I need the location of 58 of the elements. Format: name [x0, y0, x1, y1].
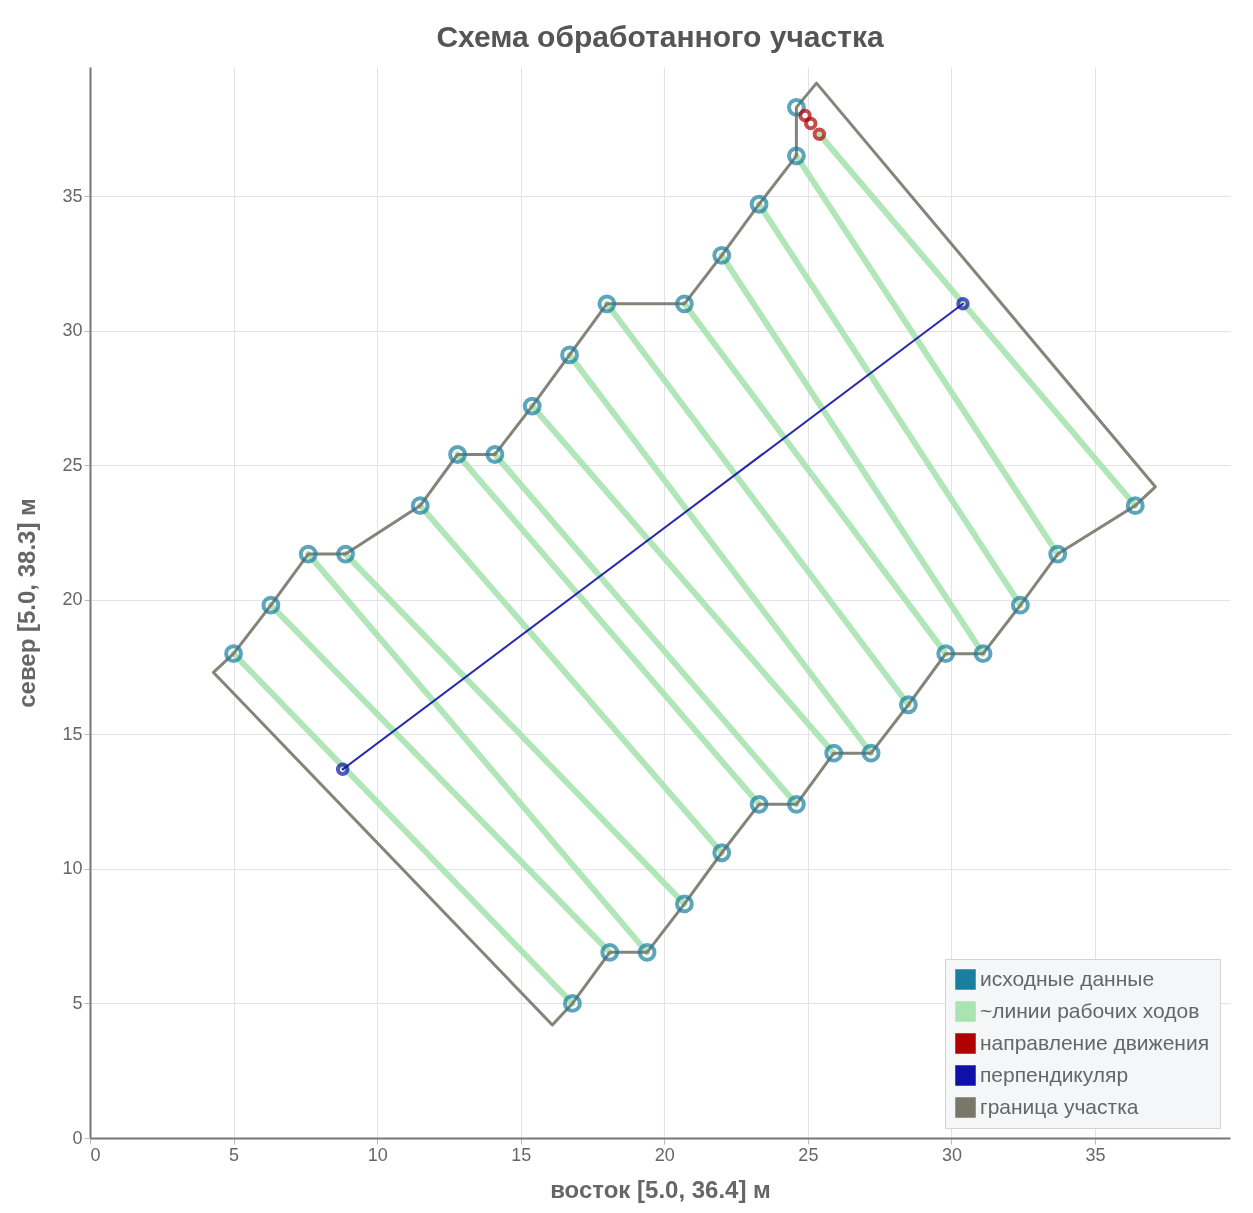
point [712, 245, 732, 265]
point [600, 942, 620, 962]
point [824, 743, 844, 763]
point [936, 644, 956, 664]
point [798, 108, 812, 123]
y-tick-label: 0 [72, 1127, 83, 1148]
point [261, 595, 281, 615]
legend-label: исходные данные [980, 966, 1155, 990]
point [898, 695, 918, 715]
y-tick-label: 25 [62, 454, 83, 475]
point [637, 942, 657, 962]
y-tick-label: 30 [62, 320, 83, 341]
y-tick-label: 35 [62, 185, 83, 206]
point [749, 794, 769, 814]
point [298, 544, 318, 564]
x-tick-label: 15 [511, 1144, 532, 1165]
point [956, 297, 970, 311]
x-tick-label: 10 [367, 1144, 388, 1165]
point [786, 794, 806, 814]
y-tick-label: 20 [62, 589, 83, 610]
point [804, 116, 818, 131]
point [597, 294, 617, 314]
point [712, 843, 732, 863]
y-tick-label: 10 [62, 858, 83, 879]
y-tick-label: 5 [72, 992, 83, 1013]
point [448, 445, 467, 464]
x-tick-label: 30 [941, 1144, 962, 1165]
point [1010, 595, 1030, 615]
point [336, 544, 355, 564]
point [1125, 496, 1145, 516]
legend-label: направление движения [980, 1030, 1210, 1054]
point [1048, 544, 1068, 564]
point [224, 644, 243, 664]
x-tick-label: 5 [229, 1144, 240, 1165]
point [861, 743, 881, 763]
point [812, 127, 827, 142]
x-tick-label: 20 [654, 1144, 675, 1165]
point [674, 894, 694, 914]
point [560, 345, 579, 365]
x-tick-label: 0 [90, 1144, 101, 1165]
point [749, 194, 769, 214]
y-axis-title: север [5.0, 38.3] м [13, 498, 41, 708]
point [335, 762, 350, 777]
legend-label: граница участка [980, 1094, 1139, 1118]
point [563, 994, 582, 1013]
legend-label: ~линии рабочих ходов [980, 998, 1200, 1022]
x-tick-label: 25 [798, 1144, 819, 1165]
point [410, 496, 430, 516]
point [522, 396, 542, 416]
y-tick-label: 15 [62, 723, 83, 744]
chart-title: Схема обработанного участка [436, 20, 884, 53]
legend-label: перпендикуляр [980, 1062, 1129, 1086]
x-axis-title: восток [5.0, 36.4] м [550, 1175, 771, 1203]
x-tick-label: 35 [1085, 1144, 1106, 1165]
point [485, 445, 505, 464]
point [973, 644, 993, 664]
point [674, 294, 694, 314]
point [786, 146, 806, 166]
